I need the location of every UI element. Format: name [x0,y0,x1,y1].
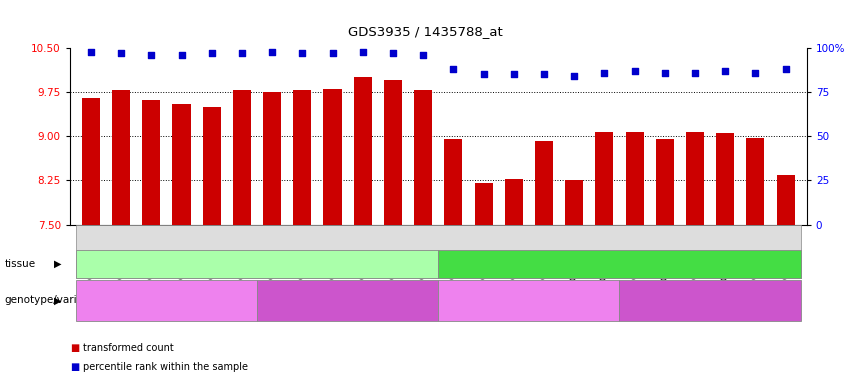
Bar [625,132,643,225]
Bar [354,78,372,225]
Bar [505,179,523,225]
Bar [142,100,160,225]
Text: percentile rank within the sample: percentile rank within the sample [83,362,248,372]
Point [174,52,188,58]
Text: cerebellum: cerebellum [226,259,288,269]
Point [235,50,248,56]
Bar [233,90,251,225]
Point [205,50,219,56]
Point [658,70,671,76]
Point [507,71,521,78]
Bar [746,138,764,225]
Bar [656,139,674,225]
Point [718,68,732,74]
Bar [294,90,311,225]
Bar [384,80,402,225]
Bar [173,104,191,225]
Text: Hdh CAG knock-in Q111/Q111: Hdh CAG knock-in Q111/Q111 [275,295,421,306]
Point [386,50,400,56]
Bar [323,89,341,225]
Bar [565,180,583,225]
Bar [717,133,734,225]
Text: wild type Hdh Q7/Q7: wild type Hdh Q7/Q7 [116,295,217,306]
Point [749,70,762,76]
Bar [263,92,281,225]
Text: striatum: striatum [596,259,643,269]
Point [628,68,642,74]
Bar [444,139,462,225]
Text: ▶: ▶ [54,259,61,269]
Point [326,50,340,56]
Bar [777,175,795,225]
Text: ■: ■ [70,362,79,372]
Point [295,50,309,56]
Text: genotype/variation: genotype/variation [4,295,103,306]
Point [416,52,430,58]
Point [779,66,792,72]
Bar [203,107,220,225]
Text: Hdh CAG knock-in Q111/Q111: Hdh CAG knock-in Q111/Q111 [637,295,783,306]
Bar [112,90,130,225]
Point [356,48,369,55]
Point [447,66,460,72]
Text: ■: ■ [70,343,79,353]
Text: tissue: tissue [4,259,36,269]
Text: transformed count: transformed count [83,343,174,353]
Text: wild type Hdh Q7/Q7: wild type Hdh Q7/Q7 [478,295,580,306]
Point [688,70,702,76]
Text: GDS3935 / 1435788_at: GDS3935 / 1435788_at [348,25,503,38]
Bar [535,141,553,225]
Bar [414,90,432,225]
Bar [475,184,493,225]
Bar [82,98,100,225]
Point [537,71,551,78]
Point [266,48,279,55]
Text: ▶: ▶ [54,295,61,306]
Point [114,50,128,56]
Point [145,52,158,58]
Point [568,73,581,79]
Bar [596,132,614,225]
Bar [686,132,704,225]
Point [597,70,611,76]
Point [84,48,98,55]
Point [477,71,490,78]
